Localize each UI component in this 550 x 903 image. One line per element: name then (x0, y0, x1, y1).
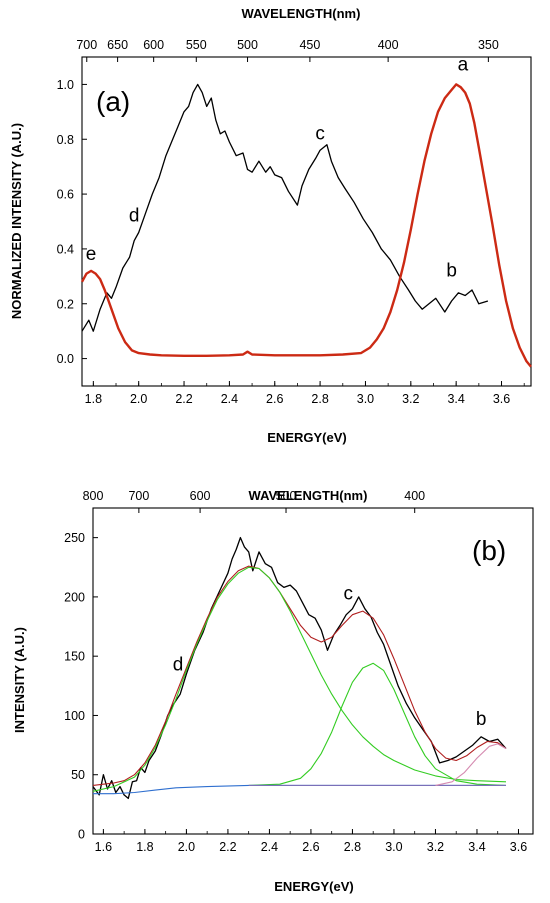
panel-b-series (92, 536, 507, 800)
panel-b-annotations: b c d (173, 583, 487, 730)
y-tick-label: 0.8 (57, 133, 74, 147)
x-tick-label: 3.4 (447, 392, 464, 406)
curve-label-d: d (173, 654, 184, 675)
panel-a-top-ticks (86, 57, 489, 62)
panel-b-y-tick-labels: 0 50 100 150 200 250 (64, 531, 85, 841)
panel-b-label: (b) (472, 535, 506, 566)
panel-a: WAVELENGTH(nm) 700 650 600 550 500 450 400 350 … (9, 6, 532, 445)
panel-a-x-tick-labels: 1.8 2.0 2.2 2.4 2.6 2.8 3.0 3.2 3.4 3.6 (85, 392, 511, 406)
y-tick-label: 250 (64, 531, 85, 545)
x-tick-label: 1.8 (136, 840, 153, 854)
panel-a-y-axis-title: NORMALIZED INTENSITY (A.U.) (9, 123, 24, 319)
x-tick-label: 1.8 (85, 392, 102, 406)
y-tick-label: 0.0 (57, 352, 74, 366)
y-tick-label: 1.0 (57, 78, 74, 92)
panel-a-top-tick-labels: 700 650 600 550 500 450 400 350 (76, 38, 499, 52)
series-line-component-b (435, 743, 507, 786)
series-line-baseline (93, 784, 506, 795)
y-tick-label: 0.4 (57, 242, 74, 256)
panel-a-label: (a) (96, 86, 130, 117)
x-tick-label: 2.0 (178, 840, 195, 854)
panel-a-x-ticks (92, 381, 525, 386)
panel-b-y-axis-title: INTENSITY (A.U.) (12, 627, 27, 733)
series-line-green-component-2 (248, 662, 507, 786)
curve-label-d: d (129, 206, 140, 227)
x-tick-label: 3.4 (468, 840, 485, 854)
panel-b-top-ticks (92, 508, 416, 513)
panel-a-series (80, 83, 532, 368)
panel-b-top-axis-title: WAVELENGTH(nm) (249, 488, 368, 503)
x-tick-label: 1.6 (95, 840, 112, 854)
curve-label-c: c (315, 123, 325, 144)
x-tick-label: 3.2 (427, 840, 444, 854)
panel-a-x-axis-title: ENERGY(eV) (267, 430, 346, 445)
top-tick-label: 600 (143, 38, 164, 52)
curve-label-b: b (446, 260, 457, 281)
panel-a-y-ticks (82, 83, 87, 360)
top-tick-label: 400 (404, 489, 425, 503)
x-tick-label: 2.0 (130, 392, 147, 406)
panel-b-y-ticks (93, 537, 98, 835)
panel-a-plot-frame (81, 56, 532, 387)
series-line-green-component-1 (92, 566, 507, 792)
top-tick-label: 800 (83, 489, 104, 503)
series-line-black-spectrum (81, 83, 489, 332)
x-tick-label: 2.6 (266, 392, 283, 406)
y-tick-label: 50 (71, 768, 85, 782)
series-line-red-fit (92, 565, 507, 786)
panel-b-x-ticks (102, 829, 519, 834)
x-tick-label: 2.2 (175, 392, 192, 406)
y-tick-label: 200 (64, 590, 85, 604)
y-tick-label: 100 (64, 709, 85, 723)
series-line-black-data (92, 536, 507, 800)
panel-a-top-axis-title: WAVELENGTH(nm) (242, 6, 361, 21)
y-tick-label: 0 (78, 828, 85, 842)
top-tick-label: 600 (190, 489, 211, 503)
top-tick-label: 450 (299, 38, 320, 52)
top-tick-label: 700 (128, 489, 149, 503)
x-tick-label: 2.2 (219, 840, 236, 854)
x-tick-label: 2.8 (344, 840, 361, 854)
x-tick-label: 3.6 (510, 840, 527, 854)
top-tick-label: 700 (76, 38, 97, 52)
top-tick-label: 650 (107, 38, 128, 52)
x-tick-label: 2.4 (221, 392, 238, 406)
top-tick-label: 550 (186, 38, 207, 52)
panel-a-y-tick-labels: 0.0 0.2 0.4 0.6 0.8 1.0 (57, 78, 74, 366)
series-line-red-spectrum (80, 83, 532, 368)
x-tick-label: 3.0 (357, 392, 374, 406)
top-tick-label: 400 (378, 38, 399, 52)
panel-a-annotations: a b c d e (86, 55, 469, 282)
panel-b-x-axis-title: ENERGY(eV) (274, 879, 353, 894)
panel-b-plot-frame (92, 507, 534, 835)
y-tick-label: 0.6 (57, 188, 74, 202)
panel-b: WAVELENGTH(nm) 800 700 600 500 400 1.6 1.8 2.0… (12, 488, 534, 894)
x-tick-label: 3.0 (385, 840, 402, 854)
x-tick-label: 3.2 (402, 392, 419, 406)
y-tick-label: 150 (64, 650, 85, 664)
x-tick-label: 3.6 (493, 392, 510, 406)
top-tick-label: 500 (237, 38, 258, 52)
curve-label-b: b (476, 709, 487, 730)
panel-b-top-tick-labels: 800 700 600 500 400 (83, 489, 426, 503)
x-tick-label: 2.4 (261, 840, 278, 854)
curve-label-c: c (344, 583, 354, 604)
top-tick-label: 350 (478, 38, 499, 52)
x-tick-label: 2.8 (311, 392, 328, 406)
y-tick-label: 0.2 (57, 297, 74, 311)
top-tick-label: 500 (276, 489, 297, 503)
x-tick-label: 2.6 (302, 840, 319, 854)
curve-label-a: a (458, 55, 469, 76)
curve-label-e: e (86, 244, 97, 265)
panel-b-x-tick-labels: 1.6 1.8 2.0 2.2 2.4 2.6 2.8 3.0 3.2 3.4 3.6 (95, 840, 528, 854)
